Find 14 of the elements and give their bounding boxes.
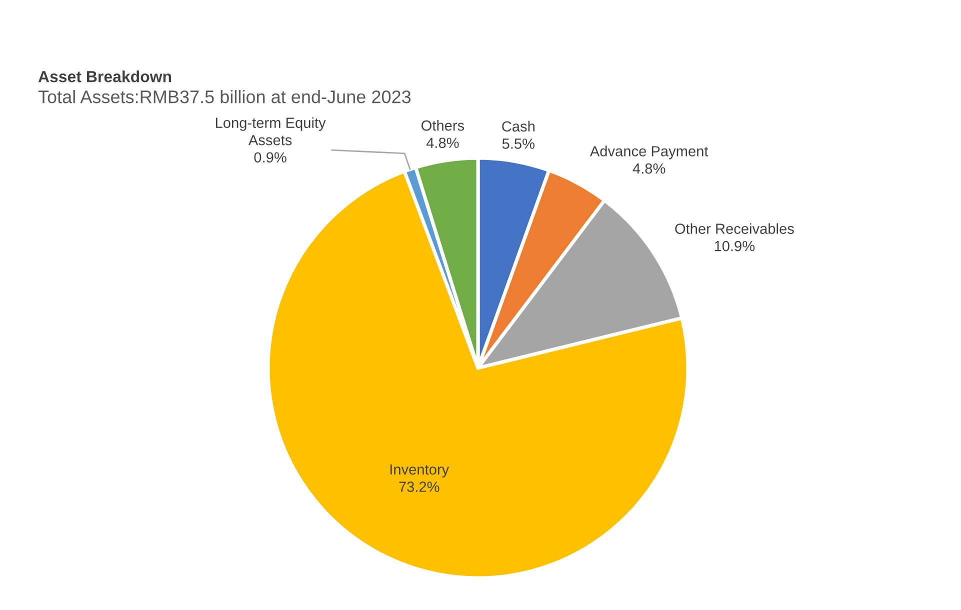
slice-label: Cash [502,120,534,132]
data-label: 0.9% [254,152,286,163]
chart-title: Asset Breakdown [38,70,172,82]
data-label: 5.5% [502,138,534,149]
slice-label: Inventory [390,464,450,478]
data-label: 73.2% [399,482,440,492]
data-label: 10.9% [714,240,755,252]
slice-label: Other Receivables [675,223,794,234]
slice-label: Long-term Equity Assets [216,117,326,146]
data-label: 4.8% [632,163,666,174]
slice-label: Others [422,120,464,131]
slice-label: Advance Payment [590,146,708,160]
chart-subtitle: Total Assets:RMB37.5 billion at end-June 2023 [38,90,411,104]
data-label: 4.8% [426,138,459,148]
